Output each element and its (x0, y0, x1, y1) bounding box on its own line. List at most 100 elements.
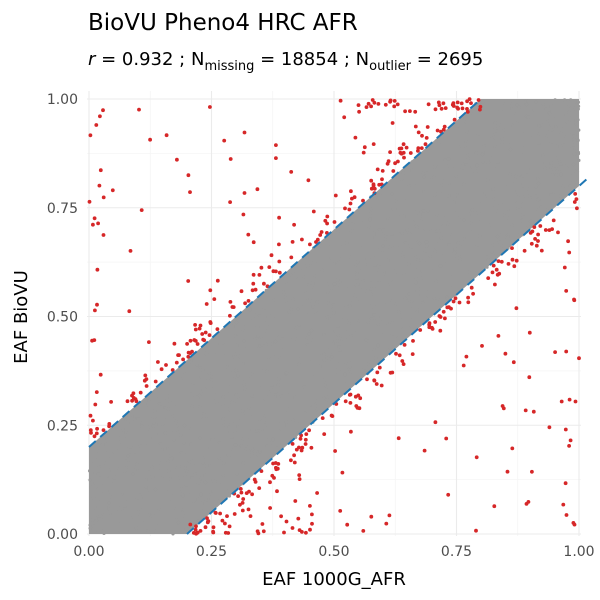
inlier-point (485, 265, 489, 269)
outlier-point (131, 391, 136, 396)
inlier-point (372, 287, 376, 291)
inlier-point (413, 279, 417, 283)
outlier-point (372, 378, 377, 383)
inlier-point (447, 282, 451, 286)
inlier-point (270, 383, 274, 387)
inlier-point (172, 438, 176, 442)
inlier-point (241, 437, 245, 441)
inlier-point (523, 205, 527, 209)
outlier-point (372, 100, 377, 105)
inlier-point (496, 173, 500, 178)
inlier-point (305, 296, 309, 300)
inlier-point (380, 298, 384, 302)
inlier-point (446, 222, 450, 226)
outlier-point (238, 502, 242, 507)
inlier-point (502, 140, 506, 144)
inlier-point (460, 202, 464, 206)
outlier-point (465, 110, 470, 114)
outlier-point (153, 379, 158, 384)
inlier-point (479, 218, 483, 222)
inlier-point (153, 497, 157, 501)
inlier-point (281, 290, 285, 294)
inlier-point (375, 206, 379, 210)
inlier-point (413, 308, 417, 312)
outlier-point (571, 521, 576, 525)
inlier-point (147, 419, 151, 423)
inlier-point (564, 189, 568, 194)
inlier-point (569, 170, 573, 174)
inlier-point (140, 421, 144, 425)
inlier-band-area (89, 99, 579, 534)
inlier-point (381, 244, 385, 248)
outlier-point (284, 519, 289, 524)
inlier-point (417, 241, 422, 246)
inlier-point (277, 430, 282, 434)
inlier-point (322, 333, 326, 337)
inlier-point (151, 436, 155, 440)
inlier-point (456, 213, 460, 217)
inlier-point (173, 374, 177, 378)
inlier-point (343, 335, 348, 339)
outlier-point (423, 142, 428, 147)
inlier-point (367, 304, 372, 308)
inlier-point (521, 195, 525, 199)
inlier-point (94, 485, 98, 489)
inlier-point (234, 320, 239, 325)
inlier-point (348, 304, 352, 308)
inlier-point (248, 414, 252, 418)
outlier-point (556, 230, 560, 235)
inlier-point (354, 342, 358, 346)
inlier-point (310, 338, 314, 342)
inlier-point (212, 353, 217, 357)
inlier-point (537, 132, 541, 136)
outlier-point (357, 109, 361, 114)
inlier-point (226, 428, 230, 432)
inlier-point (417, 287, 421, 291)
inlier-point (196, 481, 200, 485)
inlier-point (455, 193, 459, 197)
outlier-point (388, 98, 393, 103)
outlier-point (353, 135, 358, 140)
inlier-point (222, 423, 226, 427)
outlier-point (190, 349, 194, 354)
inlier-point (244, 412, 248, 416)
inlier-point (526, 165, 530, 169)
inlier-point (212, 474, 216, 478)
outlier-point (426, 102, 431, 107)
inlier-point (93, 481, 97, 485)
outlier-point (172, 341, 177, 346)
outlier-point (323, 218, 328, 223)
inlier-point (423, 318, 427, 322)
inlier-point (293, 395, 297, 399)
outlier-point (322, 432, 327, 436)
inlier-point (571, 179, 575, 183)
inlier-point (465, 151, 469, 155)
inlier-point (160, 452, 164, 457)
inlier-point (217, 441, 222, 445)
inlier-point (454, 254, 458, 259)
inlier-point (200, 480, 204, 484)
inlier-point (525, 173, 529, 177)
outlier-point (348, 401, 353, 405)
inlier-point (123, 504, 127, 508)
inlier-point (212, 358, 216, 362)
outlier-point (506, 262, 511, 266)
outlier-point (127, 309, 132, 314)
inlier-point (406, 221, 410, 225)
inlier-point (140, 518, 144, 523)
outlier-point (350, 196, 354, 201)
inlier-point (360, 374, 364, 378)
inlier-point (491, 156, 495, 160)
outlier-point (208, 288, 213, 293)
inlier-point (501, 198, 505, 202)
inlier-point (347, 360, 351, 364)
reference-lines (88, 98, 590, 535)
outlier-point (460, 106, 465, 111)
inlier-point (252, 303, 256, 307)
outlier-point (248, 514, 253, 518)
inlier-point (555, 156, 559, 160)
inlier-point (184, 483, 189, 487)
outlier-point (564, 349, 569, 354)
outlier-point (241, 212, 246, 217)
inlier-point (488, 110, 492, 114)
